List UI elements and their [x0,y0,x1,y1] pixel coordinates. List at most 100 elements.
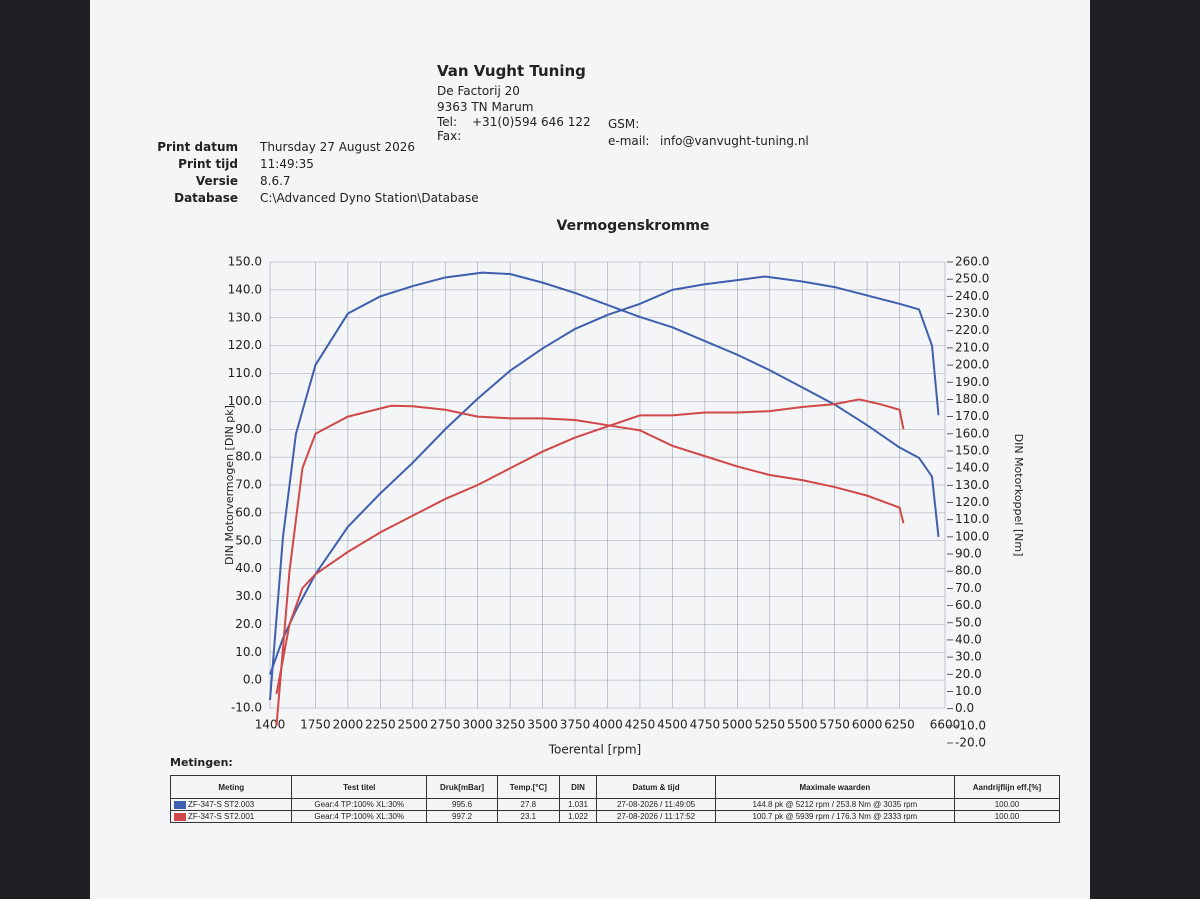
y2-tick-label: 190.0 [955,375,989,389]
print-value: C:\Advanced Dyno Station\Database [260,191,479,205]
x-tick-label: 3500 [527,718,558,732]
y2-axis-label: DIN Motorkoppel [Nm] [1012,434,1025,557]
y2-tick-label: 150.0 [955,443,989,457]
measurements-table: Meting Test titel Druk[mBar] Temp.[°C] DIN Da… [169,775,1061,823]
street: De Factorij 20 [437,84,520,98]
y2-tick-label: 240.0 [955,289,989,303]
email-label: e-mail: [608,134,650,148]
cell: 100.7 pk @ 5939 rpm / 176.3 Nm @ 2333 rp… [714,810,955,823]
cell: ZF-347-S ST2.001 [169,810,293,823]
table-caption: Metingen: [170,756,233,769]
cell: 1.022 [558,810,598,823]
city: 9363 TN Marum [437,100,534,114]
column-header: Aandrijflijn eff.[%] [953,775,1061,799]
cell-text: 144.8 pk @ 5212 rpm / 253.8 Nm @ 3035 rp… [752,800,918,809]
column-header: Test titel [291,775,428,799]
y2-tick-label: 0.0 [955,701,974,715]
x-tick-label: 4250 [625,718,656,732]
y2-tick-label: 130.0 [955,478,989,492]
y-tick-label: 80.0 [235,450,262,464]
curve [269,271,940,701]
cell: 23.1 [497,810,560,823]
chart: Vermogenskromme Toerental [rpm] DIN Moto… [223,218,1025,757]
curve [275,398,905,695]
print-label: Print datum [157,140,238,154]
cell-text: Gear:4 TP:100% XL:30% [314,800,405,809]
y2-tick-label: 140.0 [955,461,989,475]
y2-tick-label: 90.0 [955,547,982,561]
print-value: Thursday 27 August 2026 [260,140,416,154]
cell: Gear:4 TP:100% XL:30% [291,810,428,823]
column-header: Meting [169,775,293,799]
cell-text: 100.00 [994,812,1020,821]
y-tick-label: -10.0 [231,701,262,715]
cell: 100.00 [953,798,1061,811]
print-label: Versie [195,174,238,188]
y2-tick-label: 120.0 [955,495,989,509]
gsm-label: GSM: [608,117,640,131]
x-tick-label: 4000 [592,718,623,732]
cell: 27.8 [497,798,560,811]
y-tick-label: 50.0 [235,533,262,547]
print-value: 8.6.7 [260,174,291,188]
fax-label: Fax: [437,129,462,143]
cell: 997.2 [426,810,499,823]
y2-tick-label: 160.0 [955,426,989,440]
y-tick-label: 0.0 [243,673,262,687]
cell-text: 27-08-2026 / 11:49:05 [616,800,696,809]
x-tick-label: 2500 [398,718,429,732]
y-tick-label: 140.0 [228,282,262,296]
y-axis-label: DIN Motorvermogen [DIN pk] [223,405,236,565]
row-swatch [174,812,186,821]
y-tick-label: 110.0 [228,366,262,380]
column-header: Maximale waarden [714,775,955,799]
x-tick-label: 4500 [657,718,688,732]
y-tick-label: 70.0 [235,478,262,492]
x-tick-label: 5500 [787,718,818,732]
cell: 995.6 [426,798,499,811]
y2-tick-label: 40.0 [955,632,982,646]
print-label: Database [174,191,238,205]
cell: 27-08-2026 / 11:17:52 [596,810,716,823]
y2-tick-label: 210.0 [955,340,989,354]
cell: 100.00 [953,810,1061,823]
y-tick-label: 130.0 [228,310,262,324]
x-axis-label: Toerental [rpm] [548,743,641,757]
x-tick-label: 1400 [255,718,286,732]
tel-label: Tel: [437,115,458,129]
y2-tick-label: 20.0 [955,667,982,681]
cell-text: 997.2 [452,812,473,821]
y-tick-label: 10.0 [235,645,262,659]
x-tick-label: 6250 [884,718,915,732]
x-tick-label: 3000 [462,718,493,732]
x-tick-label: 3250 [495,718,526,732]
x-tick-label: 3750 [560,718,591,732]
curve [275,404,905,726]
chart-title: Vermogenskromme [557,218,710,234]
header-row: Meting Test titel Druk[mBar] Temp.[°C] DIN Da… [169,775,1061,799]
y-tick-label: 20.0 [235,617,262,631]
y2-tick-label: 80.0 [955,564,982,578]
cell: 27-08-2026 / 11:49:05 [596,798,716,811]
cell-text: 100.7 pk @ 5939 rpm / 176.3 Nm @ 2333 rp… [752,812,918,821]
tel: +31(0)594 646 122 [472,115,591,129]
y2-tick-label: 200.0 [955,358,989,372]
cell-text: 100.00 [994,800,1020,809]
y2-tick-label: 60.0 [955,598,982,612]
print-label: Print tijd [178,157,238,171]
x-tick-label: 4750 [690,718,721,732]
table-row: ZF-347-S ST2.003 Gear:4 TP:100% XL:30% 995… [169,798,1061,811]
cell-text: 27-08-2026 / 11:17:52 [616,812,696,821]
y2-tick-label: 260.0 [955,255,989,269]
y-tick-label: 40.0 [235,561,262,575]
cell-text: 23.1 [520,812,537,821]
x-tick-label: 2250 [365,718,396,732]
y2-tick-label: -10.0 [955,718,986,732]
x-tick-label: 2750 [430,718,461,732]
cell-text: ZF-347-S ST2.003 [188,800,255,809]
cell-text: 1.031 [567,800,588,809]
y2-tick-label: 250.0 [955,272,989,286]
y2-tick-label: -20.0 [955,736,986,750]
y2-tick-label: 100.0 [955,529,989,543]
